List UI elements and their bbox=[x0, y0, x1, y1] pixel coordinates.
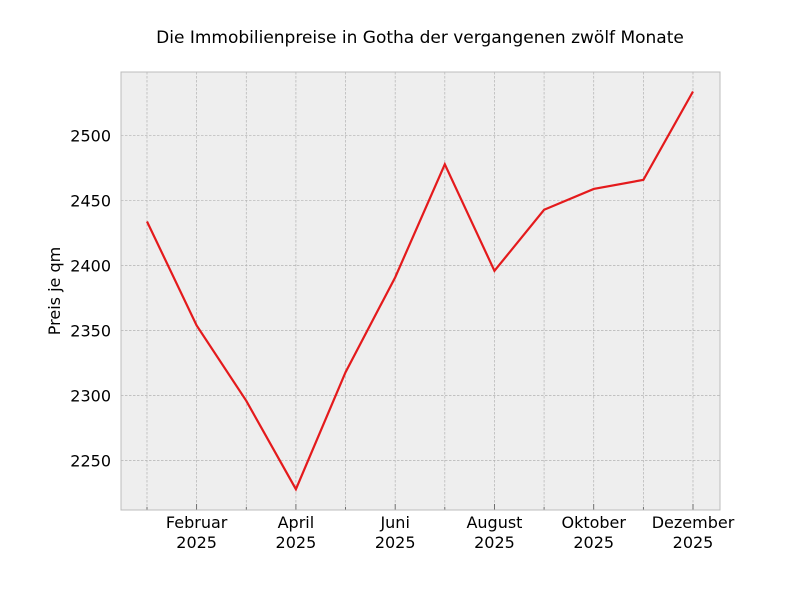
y-tick-label: 2350 bbox=[70, 322, 111, 341]
grid bbox=[121, 72, 720, 510]
y-tick-label: 2300 bbox=[70, 387, 111, 406]
y-tick-label: 2250 bbox=[70, 452, 111, 471]
x-tick-label: Juni 2025 bbox=[374, 513, 416, 552]
x-tick-label: Dezember 2025 bbox=[651, 513, 735, 552]
y-tick-label: 2500 bbox=[70, 127, 111, 146]
x-tick-label: Oktober 2025 bbox=[561, 513, 626, 552]
plot-border bbox=[120, 71, 721, 511]
chart-title: Die Immobilienpreise in Gotha der vergan… bbox=[156, 28, 684, 48]
x-tick-label: April 2025 bbox=[275, 513, 317, 552]
line-series bbox=[146, 90, 694, 492]
y-tick-label: 2400 bbox=[70, 257, 111, 276]
y-tick-label: 2450 bbox=[70, 192, 111, 211]
x-tick-label: Februar 2025 bbox=[165, 513, 228, 552]
plot-area bbox=[121, 72, 720, 510]
x-tick-label: August 2025 bbox=[466, 513, 523, 552]
y-axis-label: Preis je qm bbox=[45, 247, 64, 335]
